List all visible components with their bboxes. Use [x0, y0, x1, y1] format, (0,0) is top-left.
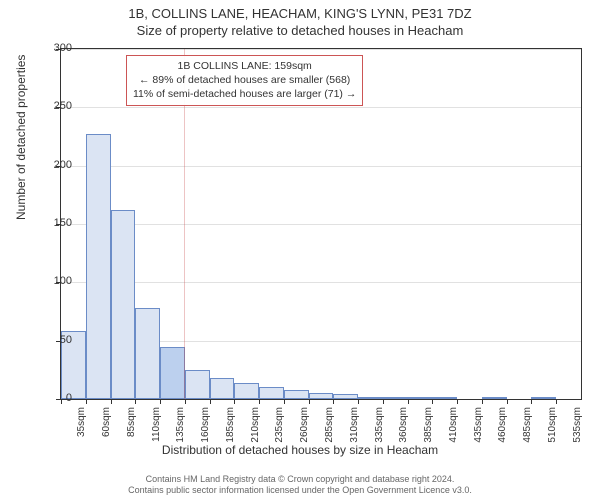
histogram-bar [111, 210, 136, 399]
histogram-bar [284, 390, 309, 399]
xtick-label: 85sqm [126, 407, 137, 437]
histogram-bar [432, 397, 457, 399]
xtick-mark [432, 399, 433, 404]
attribution-line1: Contains HM Land Registry data © Crown c… [0, 474, 600, 486]
histogram-bar [482, 397, 507, 399]
xtick-mark [358, 399, 359, 404]
xtick-mark [408, 399, 409, 404]
xtick-label: 360sqm [398, 407, 409, 443]
xtick-label: 235sqm [274, 407, 285, 443]
xtick-label: 110sqm [151, 407, 162, 442]
xtick-mark [135, 399, 136, 404]
xtick-label: 435sqm [473, 407, 484, 443]
ytick-label: 100 [32, 275, 72, 287]
xtick-mark [185, 399, 186, 404]
gridline [61, 166, 581, 167]
attribution: Contains HM Land Registry data © Crown c… [0, 474, 600, 497]
histogram-bar [210, 378, 235, 399]
x-axis-label: Distribution of detached houses by size … [0, 443, 600, 457]
title-main: 1B, COLLINS LANE, HEACHAM, KING'S LYNN, … [0, 0, 600, 21]
xtick-label: 210sqm [250, 407, 261, 443]
histogram-bar [309, 393, 334, 399]
gridline [61, 399, 581, 400]
histogram-bar [259, 387, 284, 399]
xtick-label: 535sqm [572, 407, 583, 443]
xtick-mark [383, 399, 384, 404]
xtick-mark [210, 399, 211, 404]
histogram-bar [333, 394, 358, 399]
histogram-bar [383, 397, 408, 399]
xtick-mark [259, 399, 260, 404]
annotation-line: ← 89% of detached houses are smaller (56… [133, 73, 356, 87]
xtick-mark [284, 399, 285, 404]
xtick-mark [333, 399, 334, 404]
xtick-label: 410sqm [448, 407, 459, 443]
xtick-label: 60sqm [101, 407, 112, 437]
histogram-bar [135, 308, 160, 399]
xtick-mark [111, 399, 112, 404]
xtick-label: 285sqm [324, 407, 335, 443]
histogram-bar [86, 134, 111, 399]
attribution-line2: Contains public sector information licen… [0, 485, 600, 497]
xtick-label: 185sqm [225, 407, 236, 443]
xtick-mark [531, 399, 532, 404]
xtick-label: 460sqm [497, 407, 508, 443]
chart-area: 35sqm60sqm85sqm110sqm135sqm160sqm185sqm2… [60, 48, 580, 398]
annotation-box: 1B COLLINS LANE: 159sqm← 89% of detached… [126, 55, 363, 106]
histogram-bar [408, 397, 433, 399]
histogram-bar [234, 383, 259, 399]
xtick-label: 485sqm [522, 407, 533, 443]
annotation-line: 1B COLLINS LANE: 159sqm [133, 59, 356, 73]
gridline [61, 49, 581, 50]
ytick-label: 250 [32, 100, 72, 112]
xtick-label: 160sqm [200, 407, 211, 443]
ytick-label: 300 [32, 42, 72, 54]
gridline [61, 282, 581, 283]
gridline [61, 224, 581, 225]
xtick-mark [556, 399, 557, 404]
xtick-mark [86, 399, 87, 404]
histogram-bar [185, 370, 210, 399]
ytick-label: 0 [32, 392, 72, 404]
xtick-mark [457, 399, 458, 404]
annotation-line: 11% of semi-detached houses are larger (… [133, 87, 356, 101]
xtick-mark [234, 399, 235, 404]
histogram-bar [358, 397, 383, 399]
histogram-bar [531, 397, 556, 399]
xtick-label: 335sqm [374, 407, 385, 443]
xtick-label: 510sqm [547, 407, 558, 443]
ytick-label: 50 [32, 334, 72, 346]
xtick-label: 35sqm [76, 407, 87, 437]
xtick-label: 310sqm [349, 407, 360, 443]
title-sub: Size of property relative to detached ho… [0, 21, 600, 38]
plot-region: 35sqm60sqm85sqm110sqm135sqm160sqm185sqm2… [60, 48, 582, 400]
xtick-mark [309, 399, 310, 404]
ytick-label: 150 [32, 217, 72, 229]
xtick-mark [160, 399, 161, 404]
xtick-label: 260sqm [299, 407, 310, 443]
ytick-label: 200 [32, 159, 72, 171]
xtick-mark [482, 399, 483, 404]
xtick-mark [507, 399, 508, 404]
xtick-label: 135sqm [175, 407, 186, 443]
xtick-label: 385sqm [423, 407, 434, 443]
gridline [61, 107, 581, 108]
y-axis-label: Number of detached properties [14, 55, 28, 220]
histogram-bar [160, 347, 185, 400]
